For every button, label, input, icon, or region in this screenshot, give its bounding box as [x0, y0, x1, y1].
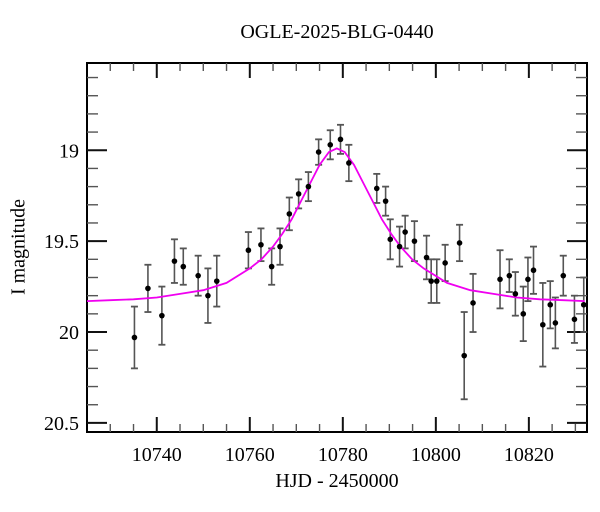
data-point	[205, 292, 211, 299]
data-point	[506, 272, 513, 279]
data-point	[258, 241, 264, 248]
axis-ticks	[87, 63, 587, 432]
data-point	[423, 254, 430, 261]
x-tick-label: 10820	[504, 444, 554, 466]
data-point	[428, 278, 434, 284]
data-point	[286, 211, 293, 217]
y-tick-label: 20	[59, 322, 79, 344]
data-point	[295, 191, 302, 197]
x-tick-label: 10780	[318, 444, 368, 466]
data-point	[277, 243, 283, 250]
data-point	[433, 278, 440, 284]
data-point	[382, 198, 389, 204]
data-point	[346, 160, 352, 166]
x-axis-label: HJD - 2450000	[275, 470, 399, 492]
data-point	[387, 236, 394, 243]
data-point	[327, 141, 334, 148]
data-point	[442, 260, 448, 266]
data-point	[180, 263, 187, 270]
data-point	[402, 229, 408, 235]
data-point	[461, 352, 468, 359]
data-point	[213, 278, 220, 284]
data-point	[497, 276, 503, 283]
data-point	[245, 247, 252, 254]
data-point	[373, 185, 380, 192]
data-point	[337, 136, 344, 143]
x-tick-label: 10800	[411, 444, 461, 466]
data-point	[456, 240, 463, 246]
y-tick-labels: 19 19.5 20 20.5	[44, 140, 79, 435]
x-tick-labels: 10740 10760 10780 10800 10820	[132, 444, 554, 466]
data-point	[131, 334, 138, 341]
data-point	[411, 238, 418, 244]
y-tick-label: 20.5	[44, 413, 79, 435]
model-curve	[86, 147, 585, 302]
data-point	[305, 183, 312, 190]
model-curve-group	[86, 147, 585, 302]
data-point	[540, 321, 546, 328]
data-point	[580, 301, 587, 308]
data-point	[530, 267, 537, 274]
data-point	[525, 276, 531, 283]
data-point	[159, 312, 165, 319]
data-point	[268, 263, 275, 270]
data-point	[195, 272, 201, 279]
x-tick-label: 10760	[225, 444, 275, 466]
data-point	[171, 258, 178, 264]
data-point	[520, 311, 527, 317]
data-point	[571, 316, 578, 323]
error-bars	[130, 123, 588, 401]
data-points	[131, 136, 587, 359]
x-tick-label: 10740	[132, 444, 182, 466]
data-point	[560, 272, 567, 279]
data-point	[396, 243, 403, 250]
axes-frame	[86, 62, 588, 433]
data-point	[145, 285, 151, 292]
data-point	[547, 301, 554, 308]
data-point	[512, 291, 519, 297]
data-point	[470, 300, 476, 306]
data-point	[552, 320, 559, 326]
y-tick-label: 19	[59, 140, 79, 162]
y-tick-label: 19.5	[44, 231, 79, 253]
data-point	[315, 149, 322, 155]
chart-title: OGLE-2025-BLG-0440	[240, 21, 434, 43]
